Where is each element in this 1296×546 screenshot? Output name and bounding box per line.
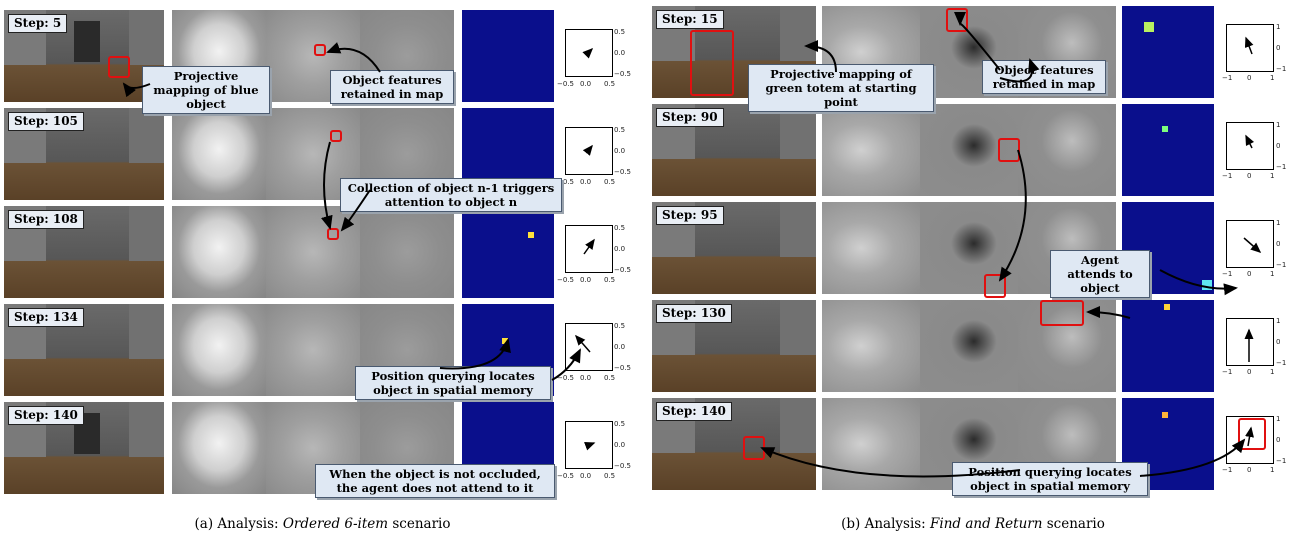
step-label: Step: 134 bbox=[8, 308, 84, 327]
attention-hotspot bbox=[1162, 126, 1168, 132]
annotation-position-query: Position querying locates object in spat… bbox=[355, 366, 551, 400]
scene-frame: Step: 140 bbox=[652, 398, 816, 490]
highlight-box bbox=[984, 274, 1006, 298]
step-label: Step: 108 bbox=[8, 210, 84, 229]
step-label: Step: 140 bbox=[656, 402, 732, 421]
attention-heatmap bbox=[1122, 6, 1214, 98]
feature-map-1 bbox=[172, 304, 266, 396]
annotation-projective-mapping: Projective mapping of green totem at sta… bbox=[748, 64, 934, 112]
scene-frame: Step: 5 bbox=[4, 10, 164, 102]
step-label: Step: 5 bbox=[8, 14, 68, 33]
caption-b: (b) Analysis: Find and Return scenario bbox=[841, 516, 1105, 532]
highlight-box bbox=[1040, 300, 1084, 326]
scene-frame: Step: 108 bbox=[4, 206, 164, 298]
row-b-3: Step: 95 bbox=[650, 202, 1296, 294]
scene-frame: Step: 95 bbox=[652, 202, 816, 294]
step-label: Step: 140 bbox=[8, 406, 84, 425]
highlight-box bbox=[690, 30, 734, 96]
step-label: Step: 105 bbox=[8, 112, 84, 131]
attention-heatmap bbox=[1122, 104, 1214, 196]
scene-frame: Step: 140 bbox=[4, 402, 164, 494]
row-b-1: Step: 15 bbox=[650, 6, 1296, 98]
highlight-box bbox=[1238, 418, 1266, 450]
highlight-box bbox=[743, 436, 765, 460]
scene-frame: Step: 130 bbox=[652, 300, 816, 392]
feature-map-3 bbox=[1018, 104, 1116, 196]
panel-a: Step: 5 Step: 105 Step: 108 Step: 134 bbox=[0, 0, 645, 532]
annotation-collection-trigger: Collection of object n-1 triggers attent… bbox=[340, 178, 562, 212]
row-b-4: Step: 130 bbox=[650, 300, 1296, 392]
scene-frame: Step: 90 bbox=[652, 104, 816, 196]
annotation-features-retained: Object features retained in map bbox=[330, 70, 454, 104]
feature-map-1 bbox=[172, 206, 266, 298]
step-label: Step: 130 bbox=[656, 304, 732, 323]
annotation-agent-attends: Agent attends to object bbox=[1050, 250, 1150, 298]
highlight-box bbox=[327, 228, 339, 240]
scene-frame: Step: 105 bbox=[4, 108, 164, 200]
attention-hotspot bbox=[1144, 22, 1154, 32]
caption-a: (a) Analysis: Ordered 6-item scenario bbox=[194, 516, 451, 532]
annotation-features-retained: Object features retained in map bbox=[982, 60, 1106, 94]
panel-b: Step: 15 Step: 90 Step: 95 Step: 130 bbox=[650, 0, 1296, 532]
feature-map-1 bbox=[172, 402, 266, 494]
attention-heatmap bbox=[1122, 300, 1214, 392]
attention-hotspot bbox=[528, 232, 534, 238]
attention-heatmap bbox=[462, 206, 554, 298]
attention-hotspot bbox=[1164, 304, 1170, 310]
highlight-box bbox=[108, 56, 130, 78]
annotation-not-occluded: When the object is not occluded, the age… bbox=[315, 464, 555, 498]
attention-hotspot bbox=[502, 338, 508, 344]
annotation-projective-mapping: Projective mapping of blue object bbox=[142, 66, 270, 114]
feature-map-1 bbox=[822, 300, 920, 392]
attention-hotspot bbox=[1162, 412, 1168, 418]
feature-map-1 bbox=[822, 398, 920, 490]
feature-map-1 bbox=[822, 104, 920, 196]
row-a-3: Step: 108 bbox=[0, 206, 645, 298]
row-a-1: Step: 5 bbox=[0, 10, 645, 102]
feature-map-3 bbox=[360, 206, 454, 298]
annotation-position-query: Position querying locates object in spat… bbox=[952, 462, 1148, 496]
highlight-box bbox=[946, 8, 968, 32]
step-label: Step: 95 bbox=[656, 206, 724, 225]
scene-frame: Step: 134 bbox=[4, 304, 164, 396]
feature-map-2 bbox=[920, 300, 1018, 392]
feature-map-1 bbox=[822, 202, 920, 294]
highlight-box bbox=[330, 130, 342, 142]
feature-map-1 bbox=[172, 108, 266, 200]
attention-heatmap bbox=[462, 10, 554, 102]
feature-map-2 bbox=[266, 206, 360, 298]
highlight-box bbox=[998, 138, 1020, 162]
row-b-2: Step: 90 bbox=[650, 104, 1296, 196]
step-label: Step: 90 bbox=[656, 108, 724, 127]
highlight-box bbox=[314, 44, 326, 56]
attention-hotspot bbox=[1202, 280, 1212, 290]
feature-map-2 bbox=[266, 304, 360, 396]
scene-frame: Step: 15 bbox=[652, 6, 816, 98]
step-label: Step: 15 bbox=[656, 10, 724, 29]
